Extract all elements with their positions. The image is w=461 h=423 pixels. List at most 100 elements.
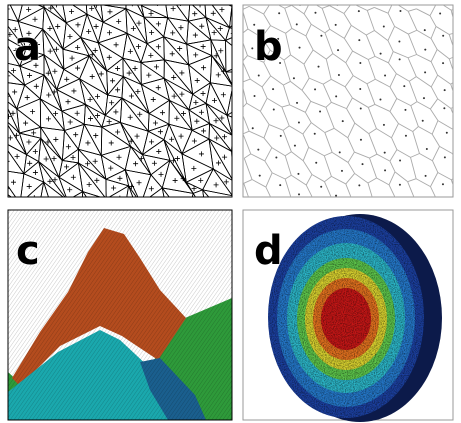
node-dot (422, 120, 424, 122)
node-dot (335, 95, 337, 97)
node-dot (254, 95, 256, 97)
node-dot (299, 3, 301, 5)
node-dot (381, 198, 383, 200)
node-dot (358, 39, 360, 41)
mesh-edge (453, 127, 459, 129)
node-cross (209, 204, 214, 209)
node-dot (403, 85, 405, 87)
panel-label: c (16, 228, 40, 274)
node-dot (314, 133, 316, 135)
node-dot (273, 108, 275, 110)
node-dot (298, 193, 300, 195)
node-dot (318, 66, 320, 68)
node-dot (398, 41, 400, 43)
node-dot (335, 24, 337, 26)
node-dot (358, 10, 360, 12)
node-dot (424, 3, 426, 5)
node-dot (279, 184, 281, 186)
node-cross (237, 163, 242, 168)
node-dot (257, 149, 259, 151)
node-cross (238, 42, 243, 47)
node-dot (296, 102, 298, 104)
node-dot (440, 206, 442, 208)
node-dot (383, 124, 385, 126)
mesh-edge (450, 200, 458, 203)
node-dot (342, 120, 344, 122)
node-cross (178, 198, 183, 203)
node-dot (442, 35, 444, 37)
node-dot (360, 107, 362, 109)
node-dot (339, 151, 341, 153)
terrain-mesh-texture (8, 210, 232, 420)
node-dot (341, 170, 343, 172)
mesh-edge (452, 150, 460, 153)
mesh-edge (304, 197, 312, 208)
node-dot (384, 74, 386, 76)
node-cross (53, 199, 58, 204)
node-dot (383, 26, 385, 28)
panel-label: d (254, 228, 283, 274)
panel-label: a (14, 24, 41, 70)
node-dot (442, 62, 444, 64)
node-dot (444, 89, 446, 91)
node-dot (404, 109, 406, 111)
node-dot (442, 183, 444, 185)
node-dot (362, 163, 364, 165)
node-dot (319, 111, 321, 113)
node-dot (299, 47, 301, 49)
node-dot (257, 199, 259, 201)
node-cross (232, 74, 237, 79)
mesh-edge (429, 197, 435, 208)
mesh-edge (333, 202, 345, 210)
node-dot (424, 71, 426, 73)
node-dot (422, 199, 424, 201)
mesh-edge (312, 197, 327, 207)
node-dot (294, 145, 296, 147)
node-dot (234, 186, 236, 188)
node-cross (236, 140, 241, 145)
node-dot (358, 184, 360, 186)
mesh-edge (374, 202, 389, 210)
node-dot (234, 209, 236, 211)
mesh-edge (453, 129, 460, 150)
node-dot (446, 132, 448, 134)
node-dot (384, 169, 386, 171)
node-dot (275, 157, 277, 159)
mesh-edge (351, 197, 366, 206)
node-dot (424, 29, 426, 31)
node-dot (314, 88, 316, 90)
mesh-edge (366, 202, 374, 206)
node-cross (233, 99, 238, 104)
node-dot (405, 135, 407, 137)
node-cross (96, 203, 101, 208)
node-cross (233, 203, 238, 208)
node-dot (425, 175, 427, 177)
node-dot (337, 49, 339, 51)
node-dot (360, 139, 362, 141)
node-dot (252, 127, 254, 129)
node-dot (258, 75, 260, 77)
mesh-texture (268, 216, 424, 418)
node-dot (379, 1, 381, 3)
node-dot (439, 12, 441, 14)
node-cross (116, 0, 121, 2)
node-dot (359, 88, 361, 90)
figure: a b c d (0, 0, 461, 423)
node-cross (14, 202, 19, 207)
node-dot (444, 156, 446, 158)
node-dot (259, 175, 261, 177)
node-dot (251, 47, 253, 49)
node-dot (296, 23, 298, 25)
node-cross (217, 198, 222, 203)
node-cross (130, 205, 135, 210)
node-cross (237, 186, 242, 191)
mesh-edge (416, 201, 430, 208)
mesh-edge (409, 201, 415, 204)
node-cross (34, 0, 39, 3)
node-dot (272, 88, 274, 90)
node-dot (423, 97, 425, 99)
node-cross (44, 202, 49, 207)
node-dot (443, 107, 445, 109)
node-dot (336, 3, 338, 5)
node-cross (135, 203, 140, 208)
